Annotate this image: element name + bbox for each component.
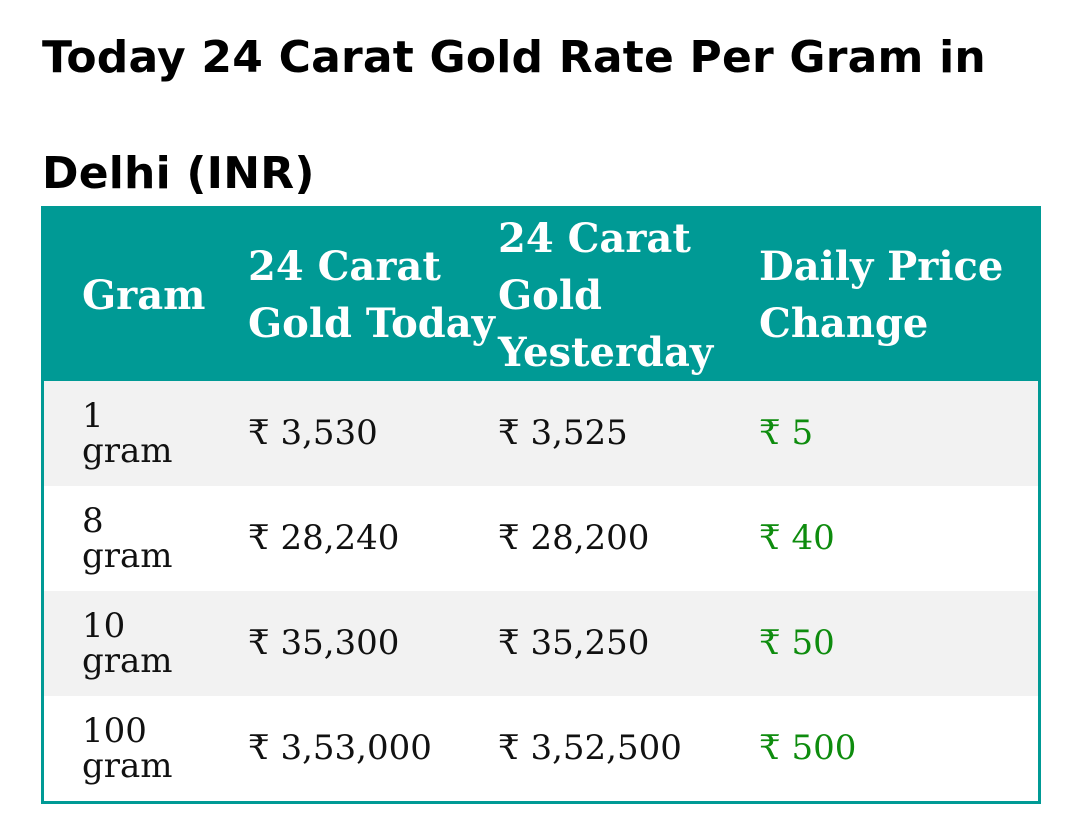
table-header: Gram 24 Carat Gold Today 24 Carat Gold Y… <box>44 209 1038 381</box>
header-gold-yesterday: 24 Carat Gold Yesterday <box>498 214 714 376</box>
table-row: 10 gram ₹ 35,300 ₹ 35,250 ₹ 50 <box>44 591 1038 696</box>
cell-price-change: ₹ 5 <box>759 413 814 453</box>
cell-gold-yesterday: ₹ 35,250 <box>498 623 650 663</box>
table-row: 1 gram ₹ 3,530 ₹ 3,525 ₹ 5 <box>44 381 1038 486</box>
header-daily-price-change: Daily Price Change <box>759 243 1004 347</box>
table-row: 100 gram ₹ 3,53,000 ₹ 3,52,500 ₹ 500 <box>44 696 1038 801</box>
cell-gold-yesterday: ₹ 3,52,500 <box>498 728 682 768</box>
cell-price-change: ₹ 500 <box>759 728 857 768</box>
table-row: 8 gram ₹ 28,240 ₹ 28,200 ₹ 40 <box>44 486 1038 591</box>
cell-gold-today: ₹ 35,300 <box>248 623 400 663</box>
cell-gram: 1 gram <box>82 395 173 471</box>
header-gram: Gram <box>82 271 206 319</box>
table-body: 1 gram ₹ 3,530 ₹ 3,525 ₹ 5 8 gram ₹ 28,2… <box>44 381 1038 801</box>
cell-gram: 100 gram <box>82 710 173 786</box>
cell-price-change: ₹ 50 <box>759 623 835 663</box>
cell-gold-today: ₹ 28,240 <box>248 518 400 558</box>
cell-gram: 8 gram <box>82 500 173 576</box>
cell-gold-yesterday: ₹ 3,525 <box>498 413 628 453</box>
gold-rate-table: Gram 24 Carat Gold Today 24 Carat Gold Y… <box>44 209 1038 801</box>
page-title: Today 24 Carat Gold Rate Per Gram in Del… <box>42 32 986 199</box>
header-gold-today: 24 Carat Gold Today <box>248 243 495 347</box>
header-row: Gram 24 Carat Gold Today 24 Carat Gold Y… <box>44 209 1038 381</box>
cell-gold-today: ₹ 3,530 <box>248 413 378 453</box>
cell-gold-today: ₹ 3,53,000 <box>248 728 432 768</box>
cell-gram: 10 gram <box>82 605 173 681</box>
cell-price-change: ₹ 40 <box>759 518 835 558</box>
cell-gold-yesterday: ₹ 28,200 <box>498 518 650 558</box>
gold-rate-table-container: Gram 24 Carat Gold Today 24 Carat Gold Y… <box>41 206 1041 804</box>
